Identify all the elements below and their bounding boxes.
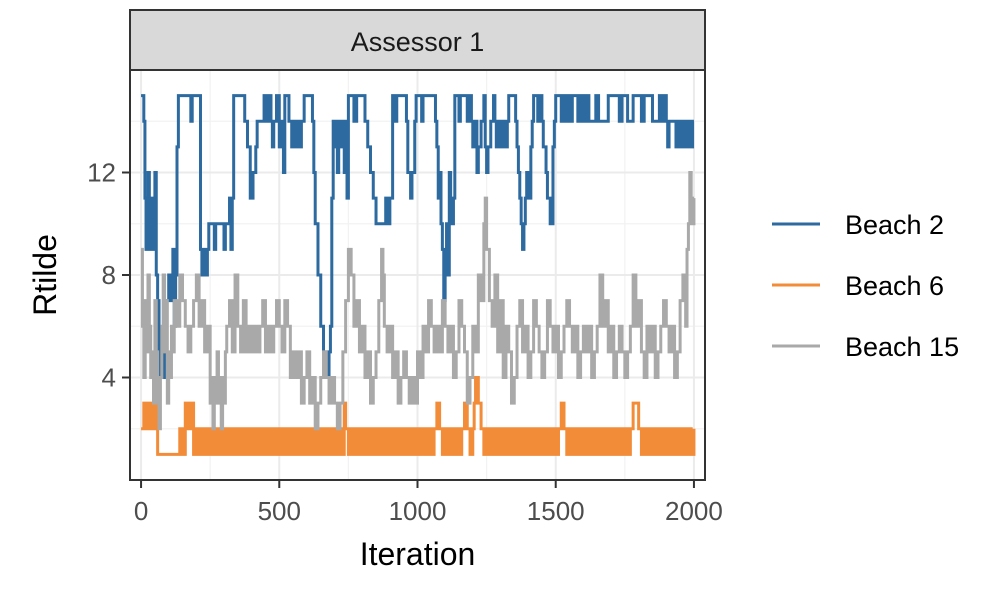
x-tick-label: 1500	[527, 496, 585, 526]
x-axis: 0 500 1000 1500 2000	[134, 480, 723, 526]
x-axis-title: Iteration	[360, 536, 476, 572]
legend-label: Beach 6	[845, 271, 944, 301]
x-tick-label: 1000	[389, 496, 447, 526]
series-line-beach-15	[140, 171, 696, 431]
legend-label: Beach 2	[845, 210, 944, 240]
legend-label: Beach 15	[845, 332, 959, 362]
x-tick-label: 500	[258, 496, 301, 526]
y-tick-label: 12	[87, 158, 116, 188]
series-lines	[140, 94, 696, 456]
x-tick-label: 2000	[665, 496, 723, 526]
x-tick-label: 0	[134, 496, 148, 526]
facet-title: Assessor 1	[351, 27, 485, 57]
facet-strip-box	[129, 9, 706, 71]
series-line-beach-6	[141, 376, 696, 456]
legend: Beach 2 Beach 6 Beach 15	[772, 210, 959, 362]
y-tick-label: 4	[102, 363, 116, 393]
facet-strip: Assessor 1	[129, 9, 706, 71]
y-tick-label: 8	[102, 260, 116, 290]
series-line-beach-2	[141, 94, 695, 379]
y-axis: 4 8 12	[87, 158, 130, 393]
y-axis-title: Rtilde	[27, 234, 63, 316]
